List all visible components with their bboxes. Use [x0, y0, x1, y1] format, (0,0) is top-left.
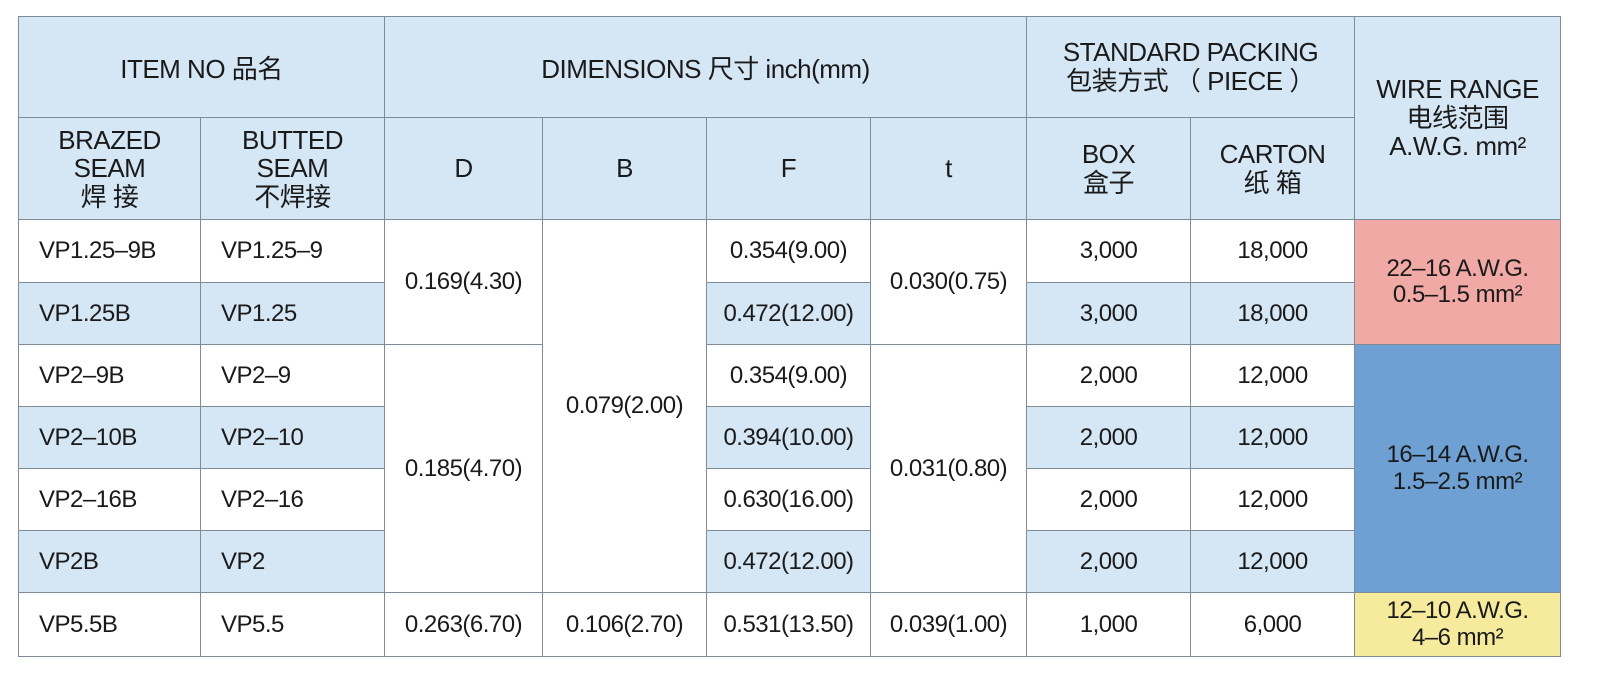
cell: 6,000 [1190, 592, 1356, 657]
header-cell: DIMENSIONS 尺寸 inch(mm) [383, 16, 1028, 118]
cell: 0.031(0.80) [869, 344, 1028, 593]
cell: VP2–9B [18, 344, 201, 407]
cell: VP1.25–9B [18, 219, 201, 283]
cell: 0.030(0.75) [869, 219, 1028, 345]
cell: 12,000 [1190, 530, 1356, 593]
row: VP2–9B VP2–9 0.185(4.70) 0.354(9.00) 0.0… [18, 344, 1562, 593]
cell: 0.630(16.00) [706, 468, 871, 531]
wire-range-cell: 16–14 A.W.G. 1.5–2.5 mm² [1354, 344, 1562, 593]
cell: 12,000 [1190, 344, 1356, 407]
cell: 2,000 [1026, 530, 1192, 593]
subheader-text: 盒子 [1083, 167, 1135, 198]
header-text: STANDARD PACKING [1062, 37, 1319, 68]
subheader-cell: t [869, 117, 1028, 220]
row: VP1.25–9B VP1.25–9 0.169(4.30) 0.079(2.0… [18, 219, 1562, 593]
cell: 18,000 [1190, 219, 1356, 283]
subheader-text: 纸 箱 [1243, 167, 1302, 198]
cell: 0.106(2.70) [542, 592, 707, 657]
header-text: A.W.G. mm² [1389, 131, 1526, 162]
subheader-text: BRAZED [58, 124, 161, 155]
cell: 0.354(9.00) [706, 219, 871, 283]
wire-text: 0.5–1.5 mm² [1392, 281, 1523, 308]
cell: 2,000 [1026, 344, 1192, 407]
row: VP5.5B VP5.5 0.263(6.70) 0.106(2.70) 0.5… [18, 592, 1562, 657]
row: VP1.25B VP1.25 0.472(12.00) 3,000 18,000 [18, 282, 1561, 345]
wire-text: 16–14 A.W.G. [1386, 441, 1529, 469]
header-cell: STANDARD PACKING 包装方式 （ PIECE ） [1026, 16, 1356, 118]
subheader-cell: D [384, 117, 543, 220]
cell: 0.039(1.00) [869, 592, 1028, 657]
subheader-text: 不焊接 [254, 181, 331, 212]
subheader-text: SEAM [256, 153, 329, 184]
cell: 0.263(6.70) [384, 592, 543, 657]
cell: 12,000 [1190, 406, 1356, 469]
cell: 0.394(10.00) [706, 406, 871, 469]
cell: 18,000 [1190, 282, 1356, 345]
row: VP2–16B VP2–16 0.630(16.00) 2,000 12,000 [18, 468, 1561, 531]
cell: VP2–16 [200, 468, 385, 531]
cell: 0.185(4.70) [384, 344, 543, 593]
subheader-row: BRAZED SEAM 焊 接 BUTTED SEAM 不焊接 D B F t BOX 盒… [18, 117, 1561, 220]
header-text: WIRE RANGE [1376, 74, 1539, 105]
subheader-cell: CARTON 纸 箱 [1190, 117, 1356, 220]
cell: 0.169(4.30) [384, 219, 543, 345]
subheader-cell: BUTTED SEAM 不焊接 [200, 117, 385, 220]
cell: 12,000 [1190, 468, 1356, 531]
cell: VP1.25B [18, 282, 201, 345]
row: VP2B VP2 0.472(12.00) 2,000 12,000 [18, 530, 1561, 593]
subheader-cell: BOX 盒子 [1026, 117, 1192, 220]
subheader-text: BOX [1081, 138, 1136, 169]
cell: VP5.5 [200, 592, 385, 657]
row: VP2–10B VP2–10 0.394(10.00) 2,000 12,000 [18, 406, 1561, 469]
cell: 0.472(12.00) [706, 530, 871, 593]
wire-text: 1.5–2.5 mm² [1392, 467, 1523, 495]
cell: VP1.25–9 [200, 219, 385, 283]
subheader-text: 焊 接 [80, 181, 139, 212]
subheader-cell: BRAZED SEAM 焊 接 [18, 117, 201, 220]
cell: 0.472(12.00) [706, 282, 871, 345]
subheader-cell: F [706, 117, 871, 220]
cell: VP2B [18, 530, 201, 593]
wire-text: 22–16 A.W.G. [1386, 254, 1529, 282]
wire-text: 12–10 A.W.G. [1386, 597, 1529, 625]
cell: 3,000 [1026, 282, 1192, 345]
cell: VP1.25 [200, 282, 385, 345]
cell: 3,000 [1026, 219, 1192, 283]
header-cell: WIRE RANGE 电线范围 A.W.G. mm² [1354, 16, 1562, 220]
subheader-cell: B [542, 117, 707, 220]
header-row: ITEM NO 品名 DIMENSIONS 尺寸 inch(mm) STANDA… [18, 16, 1562, 220]
cell: VP2–10B [18, 406, 201, 469]
cell: 2,000 [1026, 468, 1192, 531]
wire-text: 4–6 mm² [1411, 623, 1504, 651]
cell: VP5.5B [18, 592, 201, 657]
header-text: 电线范围 [1406, 102, 1510, 133]
header-cell: ITEM NO 品名 [18, 16, 385, 118]
cell: 0.079(2.00) [542, 219, 707, 593]
cell: VP2–9 [200, 344, 385, 407]
cell: VP2 [200, 530, 385, 593]
subheader-text: CARTON [1219, 138, 1326, 169]
cell: 0.354(9.00) [706, 344, 871, 407]
cell: 0.531(13.50) [706, 592, 871, 657]
spec-table: ITEM NO 品名 DIMENSIONS 尺寸 inch(mm) STANDA… [18, 16, 1562, 657]
wire-range-cell: 12–10 A.W.G. 4–6 mm² [1354, 592, 1562, 657]
cell: VP2–10 [200, 406, 385, 469]
wire-range-cell: 22–16 A.W.G. 0.5–1.5 mm² [1354, 219, 1562, 345]
cell: 2,000 [1026, 406, 1192, 469]
cell: VP2–16B [18, 468, 201, 531]
subheader-text: BUTTED [242, 124, 344, 155]
subheader-text: SEAM [73, 153, 146, 184]
cell: 1,000 [1026, 592, 1192, 657]
header-text: 包装方式 （ PIECE ） [1066, 66, 1315, 96]
